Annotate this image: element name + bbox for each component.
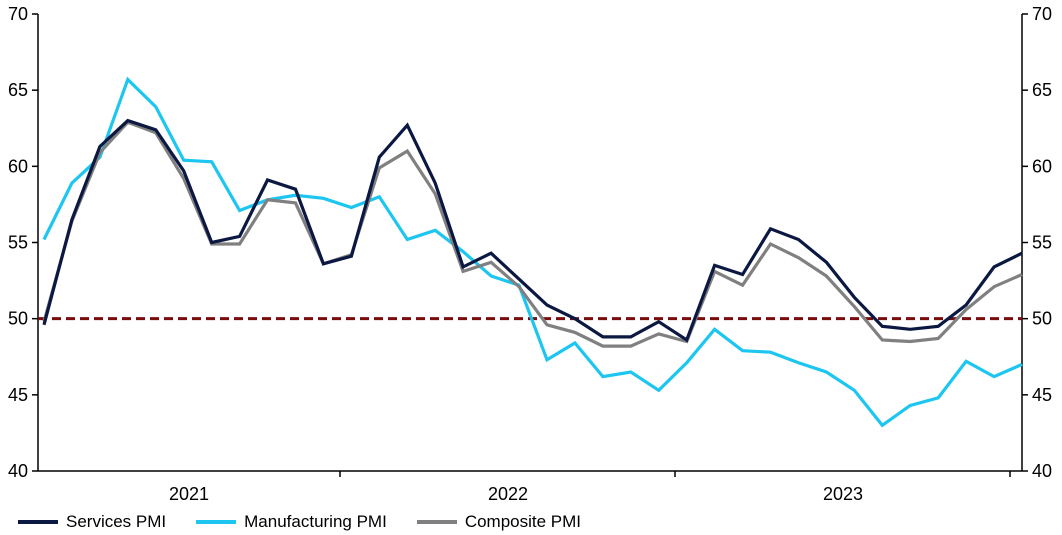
legend-swatch [416,520,457,524]
x-tick-label: 2021 [169,484,209,504]
legend: Services PMI Manufacturing PMI Composite P… [18,510,611,534]
y-tick-label-left: 65 [8,80,28,100]
y-tick-label-left: 70 [8,4,28,24]
y-tick-label-left: 45 [8,385,28,405]
x-tick-label: 2023 [823,484,863,504]
y-tick-label-left: 40 [8,461,28,481]
legend-item: Manufacturing PMI [196,512,387,532]
legend-label: Manufacturing PMI [244,512,387,531]
y-tick-label-left: 60 [8,156,28,176]
y-tick-label-right: 70 [1032,4,1052,24]
legend-swatch [18,520,58,524]
composite-pmi-line [42,120,1023,348]
axes [32,13,1028,477]
legend-label: Services PMI [66,512,167,531]
legend-swatch [196,520,237,524]
y-tick-label-right: 55 [1032,233,1052,253]
x-tick-label: 2022 [488,484,528,504]
legend-item: Services PMI [18,512,166,532]
y-tick-label-right: 45 [1032,385,1052,405]
manufacturing-pmi-line [42,76,1023,428]
y-tick-label-right: 40 [1032,461,1052,481]
services-pmi-line [42,118,1023,343]
legend-item: Composite PMI [416,512,582,532]
y-tick-label-left: 50 [8,309,28,329]
y-tick-label-right: 60 [1032,156,1052,176]
chart-svg: 40 40 45 45 50 50 55 55 60 60 65 65 70 70 2021 2022 2023 [8,4,1052,504]
y-tick-label-left: 55 [8,233,28,253]
y-tick-label-right: 65 [1032,80,1052,100]
axis-labels: 40 40 45 45 50 50 55 55 60 60 65 65 70 70 2021 2022 2023 [8,4,1052,504]
legend-label: Composite PMI [464,512,582,531]
y-tick-label-right: 50 [1032,309,1052,329]
series-lines [38,76,1023,428]
